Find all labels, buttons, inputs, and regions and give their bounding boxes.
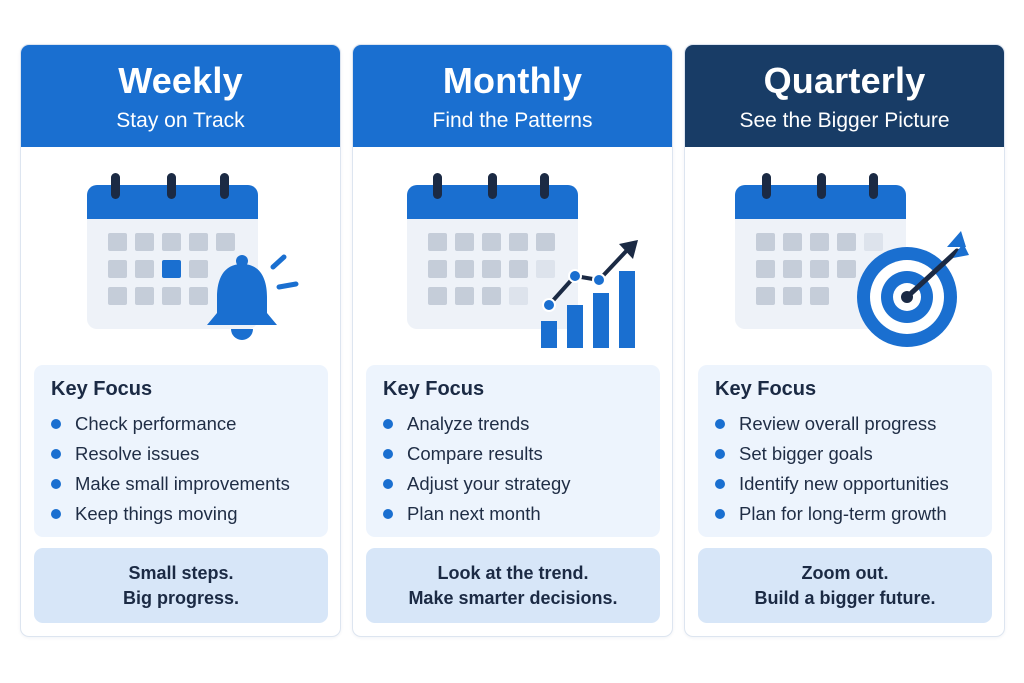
bullet-icon	[383, 509, 393, 519]
quarterly-card: Quarterly See the Bigger Picture	[684, 44, 1005, 637]
bullet-icon	[383, 449, 393, 459]
card-subtitle: See the Bigger Picture	[739, 109, 950, 132]
calendar-chart-icon	[353, 147, 672, 364]
list-item-label: Plan for long-term growth	[739, 503, 947, 524]
bullet-icon	[51, 419, 61, 429]
card-subtitle: Find the Patterns	[432, 109, 593, 132]
quarterly-header: Quarterly See the Bigger Picture	[685, 45, 1004, 147]
list-item-label: Review overall progress	[739, 413, 937, 434]
bullet-icon	[715, 509, 725, 519]
tagline-panel: Zoom out. Build a bigger future.	[698, 548, 992, 623]
tagline-panel: Small steps. Big progress.	[34, 548, 328, 623]
card-subtitle: Stay on Track	[116, 109, 245, 132]
list-item: Plan next month	[383, 499, 660, 529]
tagline-panel: Look at the trend. Make smarter decision…	[366, 548, 660, 623]
card-title: Quarterly	[763, 60, 926, 101]
list-item-label: Identify new opportunities	[739, 473, 949, 494]
list-item: Make small improvements	[51, 469, 328, 499]
key-focus-heading: Key Focus	[51, 378, 153, 400]
weekly-card: Weekly Stay on Track Key Focus	[20, 44, 341, 637]
list-item: Review overall progress	[715, 409, 992, 439]
key-focus-list: Analyze trends Compare results Adjust yo…	[383, 409, 660, 529]
bullet-icon	[715, 419, 725, 429]
monthly-card: Monthly Find the Patterns	[352, 44, 673, 637]
list-item-label: Resolve issues	[75, 443, 200, 464]
key-focus-list: Check performance Resolve issues Make sm…	[51, 409, 328, 529]
monthly-header: Monthly Find the Patterns	[353, 45, 672, 147]
list-item: Keep things moving	[51, 499, 328, 529]
list-item-label: Check performance	[75, 413, 237, 434]
list-item: Compare results	[383, 439, 660, 469]
list-item: Check performance	[51, 409, 328, 439]
list-item: Adjust your strategy	[383, 469, 660, 499]
key-focus-heading: Key Focus	[383, 378, 485, 400]
weekly-header: Weekly Stay on Track	[21, 45, 340, 147]
tagline-line-2: Build a bigger future.	[754, 588, 936, 608]
card-title: Monthly	[442, 60, 583, 101]
key-focus-list: Review overall progress Set bigger goals…	[715, 409, 992, 529]
list-item-label: Make small improvements	[75, 473, 290, 494]
list-item-label: Plan next month	[407, 503, 541, 524]
tagline-line-1: Look at the trend.	[437, 563, 589, 583]
tagline-line-2: Big progress.	[122, 588, 240, 608]
list-item-label: Analyze trends	[407, 413, 530, 434]
list-item-label: Keep things moving	[75, 503, 238, 524]
card-title: Weekly	[118, 60, 243, 101]
bullet-icon	[51, 479, 61, 489]
key-focus-panel: Key Focus Review overall progress Set bi…	[698, 365, 992, 537]
key-focus-heading: Key Focus	[715, 378, 817, 400]
tagline-line-1: Zoom out.	[801, 563, 889, 583]
list-item: Identify new opportunities	[715, 469, 992, 499]
bullet-icon	[51, 509, 61, 519]
bullet-icon	[383, 419, 393, 429]
tagline-line-2: Make smarter decisions.	[408, 588, 618, 608]
list-item: Plan for long-term growth	[715, 499, 992, 529]
bullet-icon	[715, 479, 725, 489]
key-focus-panel: Key Focus Analyze trends Compare results…	[366, 365, 660, 537]
bullet-icon	[715, 449, 725, 459]
calendar-target-icon	[685, 147, 1004, 364]
list-item-label: Compare results	[407, 443, 543, 464]
key-focus-panel: Key Focus Check performance Resolve issu…	[34, 365, 328, 537]
bullet-icon	[383, 479, 393, 489]
list-item: Set bigger goals	[715, 439, 992, 469]
list-item: Analyze trends	[383, 409, 660, 439]
list-item-label: Set bigger goals	[739, 443, 873, 464]
tagline-line-1: Small steps.	[128, 563, 234, 583]
calendar-bell-icon	[21, 147, 340, 364]
bullet-icon	[51, 449, 61, 459]
list-item-label: Adjust your strategy	[407, 473, 571, 494]
list-item: Resolve issues	[51, 439, 328, 469]
